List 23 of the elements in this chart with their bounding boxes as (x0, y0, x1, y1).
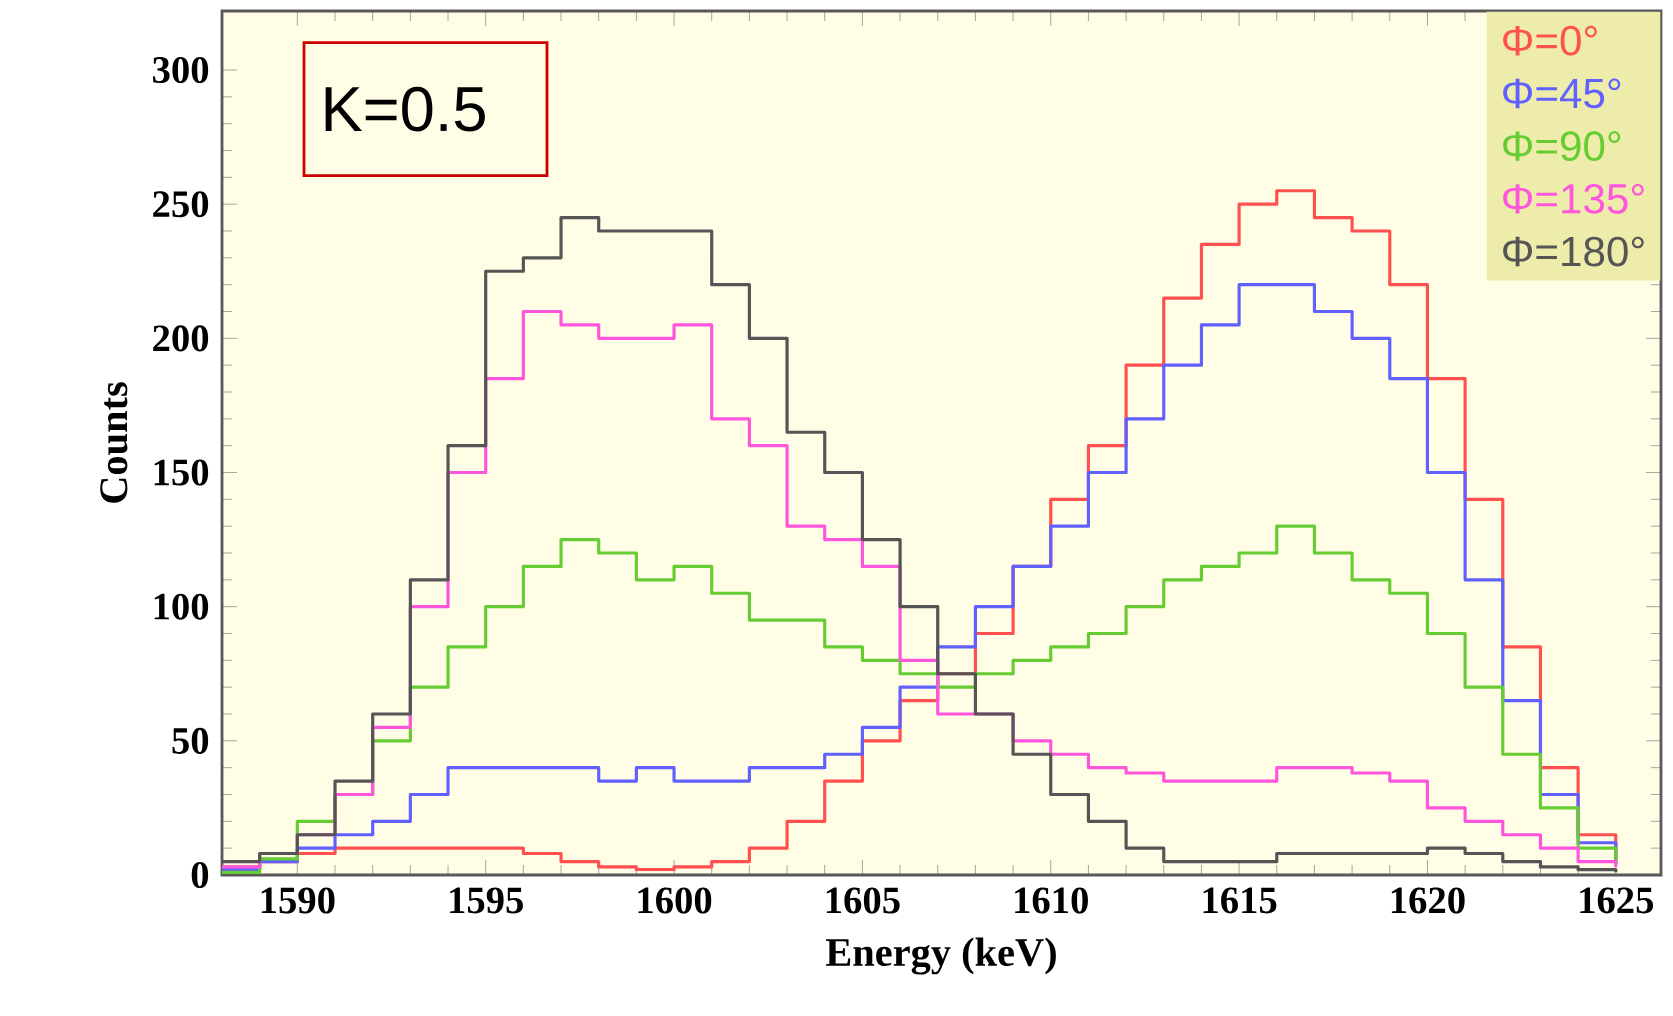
text: Φ=135° (1503, 183, 1644, 214)
x-tick-label: 1595 (450, 887, 523, 914)
y-tick-label: 50 (172, 727, 209, 754)
annotation: K=0.5 (325, 86, 485, 132)
y-axis-title: Counts (100, 382, 128, 503)
text: Φ=90° (1503, 131, 1621, 162)
y-tick-label: 250 (153, 191, 209, 218)
x-tick-label: 1610 (1015, 887, 1088, 914)
x-axis-title: Energy (keV) (826, 937, 1056, 975)
text: Φ=180° (1503, 236, 1644, 267)
x-tick-label: 1615 (1203, 887, 1277, 914)
text: Φ=0° (1503, 25, 1597, 56)
y-tick-label: 150 (154, 459, 209, 486)
y-tick-label: 0 (191, 861, 209, 889)
x-tick-label: 1620 (1391, 887, 1465, 914)
x-tick-label: 1600 (638, 887, 712, 914)
y-tick-label: 100 (154, 593, 209, 620)
text: Φ=45° (1503, 78, 1621, 109)
x-tick-label: 1590 (261, 887, 335, 914)
y-tick-label: 200 (153, 325, 209, 352)
x-tick-label: 1625 (1580, 887, 1654, 914)
x-tick-label: 1605 (826, 887, 900, 914)
y-tick-label: 300 (153, 56, 209, 84)
